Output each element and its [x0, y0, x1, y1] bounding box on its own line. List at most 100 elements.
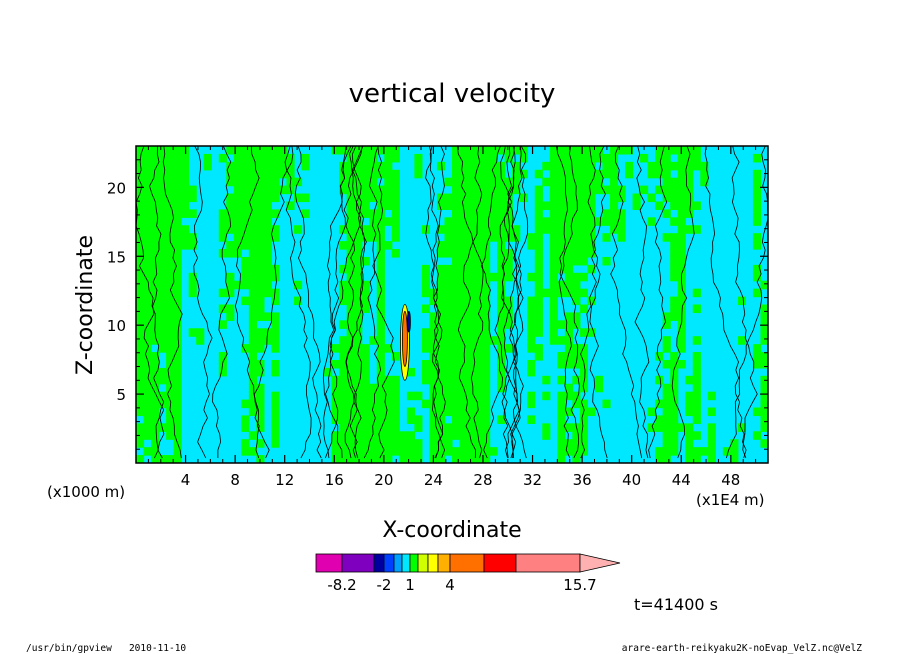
field-cell-positive: [610, 201, 619, 210]
field-cell-positive: [474, 272, 483, 282]
field-cell-positive: [226, 201, 235, 210]
field-cell-positive: [572, 288, 581, 298]
field-cell-positive: [233, 193, 242, 203]
field-cell-positive: [384, 177, 393, 187]
field-cell-positive: [248, 153, 257, 163]
field-cell-positive: [564, 407, 573, 417]
field-cell-positive: [452, 169, 461, 179]
field-cell-positive: [166, 217, 175, 226]
field-cell-positive: [354, 407, 363, 417]
field-cell-positive: [173, 359, 182, 369]
field-cell-positive: [459, 423, 468, 432]
x-units-label: (x1000 m): [47, 483, 125, 501]
field-cell-positive: [549, 177, 558, 187]
field-cell-positive: [354, 455, 363, 463]
field-cell-positive: [534, 288, 543, 298]
field-cell-positive: [579, 225, 589, 234]
field-cell-positive: [527, 415, 536, 424]
field-cell-positive: [572, 249, 581, 258]
field-cell-positive: [339, 288, 348, 298]
field-cell-positive: [452, 431, 461, 440]
colorbar-tick-label: 1: [405, 576, 415, 594]
field-cell-positive: [677, 217, 686, 226]
field-cell-positive: [542, 201, 551, 210]
field-cell-positive: [271, 359, 280, 369]
field-cell-positive: [685, 447, 694, 456]
field-cell-positive: [248, 169, 257, 179]
field-cell-positive: [158, 304, 167, 314]
field-cell-positive: [474, 407, 483, 417]
field-cell-positive: [361, 225, 370, 234]
field-cell-positive: [467, 201, 476, 210]
field-cell-positive: [143, 169, 152, 179]
field-cell-positive: [136, 161, 145, 171]
field-cell-positive: [429, 399, 438, 409]
field-cell-positive: [534, 344, 543, 353]
field-cell-positive: [436, 344, 446, 353]
field-cell-positive: [557, 320, 566, 329]
field-cell-positive: [271, 272, 280, 282]
field-cell-positive: [286, 161, 295, 171]
field-cell-positive: [572, 431, 581, 440]
field-cell-positive: [444, 336, 453, 345]
field-cell-positive: [346, 193, 355, 203]
field-cell-positive: [173, 225, 182, 234]
field-cell-positive: [384, 383, 393, 393]
field-cell-positive: [662, 439, 671, 448]
field-cell-positive: [256, 415, 265, 424]
field-cell-positive: [497, 280, 506, 290]
field-cell-positive: [256, 455, 265, 463]
field-cell-positive: [421, 225, 431, 234]
field-cell-positive: [278, 185, 288, 195]
field-cell-positive: [444, 399, 453, 409]
field-cell-positive: [354, 431, 363, 440]
field-cell-positive: [707, 439, 716, 448]
field-cell-positive: [173, 320, 182, 329]
field-cell-positive: [497, 367, 506, 377]
field-cell-positive: [256, 328, 265, 337]
field-cell-positive: [557, 241, 566, 250]
field-cell-positive: [429, 423, 438, 432]
field-cell-positive: [346, 241, 355, 250]
field-cell-positive: [564, 383, 573, 393]
field-cell-positive: [354, 344, 363, 353]
field-cell-positive: [504, 312, 513, 321]
field-cell-positive: [173, 256, 182, 266]
field-cell-positive: [685, 209, 694, 218]
field-cell-positive: [557, 439, 566, 448]
field-cell-positive: [391, 375, 400, 385]
field-cell-positive: [354, 241, 363, 250]
field-cell-positive: [542, 161, 551, 171]
field-cell-positive: [136, 344, 145, 353]
field-cell-positive: [233, 217, 242, 226]
field-cell-positive: [707, 455, 716, 463]
field-cell-positive: [534, 225, 543, 234]
field-cell-positive: [482, 391, 491, 401]
field-cell-positive: [233, 169, 242, 179]
field-cell-positive: [354, 312, 363, 321]
field-cell-positive: [151, 415, 160, 424]
field-cell-positive: [361, 185, 370, 195]
field-cell-positive: [384, 375, 393, 385]
field-cell-positive: [256, 241, 265, 250]
field-cell-positive: [136, 225, 145, 234]
field-cell-positive: [670, 375, 679, 385]
field-cell-positive: [173, 161, 182, 171]
field-cell-positive: [361, 201, 370, 210]
field-cell-positive: [271, 296, 280, 306]
field-cell-positive: [256, 296, 265, 306]
field-cell-positive: [361, 383, 370, 393]
field-cell-positive: [346, 415, 355, 424]
field-cell-positive: [339, 359, 348, 369]
field-cell-positive: [444, 320, 453, 329]
field-cell-positive: [346, 201, 355, 210]
contour-line: [193, 146, 213, 459]
field-cell-positive: [527, 241, 536, 250]
plot-field: [136, 146, 768, 463]
field-cell-positive: [233, 185, 242, 195]
field-cell-positive: [166, 193, 175, 203]
field-cell-positive: [497, 296, 506, 306]
field-cell-positive: [263, 256, 273, 266]
field-cell-positive: [670, 367, 679, 377]
field-cell-positive: [467, 328, 476, 337]
